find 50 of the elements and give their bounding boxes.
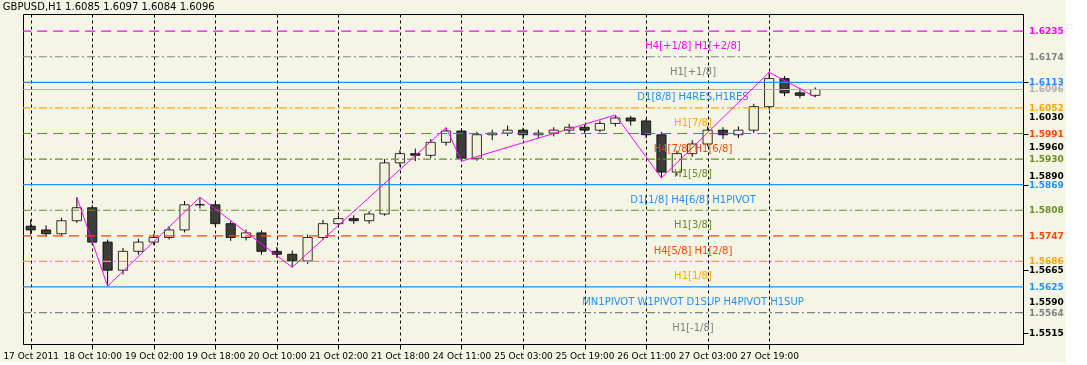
x-tick-label: 26 Oct 11:00 <box>617 350 677 361</box>
x-tick-label: 21 Oct 18:00 <box>371 350 431 361</box>
y-tick-label: 1.5890 <box>1029 170 1064 181</box>
ref-line-label: H1[7/8] <box>674 116 712 128</box>
y-tick-label: 1.6030 <box>1029 112 1064 123</box>
ref-line-label: H4[+1/8] H1[+2/8] <box>645 40 741 52</box>
ref-line-label: H1[+1/8] <box>669 65 717 77</box>
y-tick-label: 1.5515 <box>1029 328 1064 339</box>
y-tick-label: 1.6052 <box>1029 102 1064 113</box>
y-tick-label: 1.5747 <box>1029 230 1064 241</box>
x-tick-label: 25 Oct 19:00 <box>555 350 615 361</box>
x-tick-label: 21 Oct 02:00 <box>309 350 369 361</box>
candlestick <box>425 138 436 159</box>
ref-line-label: H1[1/8] <box>674 270 712 282</box>
candlestick <box>71 196 82 224</box>
ref-line-label: H4[5/8] H1[2/8] <box>653 244 733 256</box>
y-tick-label: 1.5869 <box>1029 179 1064 190</box>
x-tick-label: 19 Oct 02:00 <box>124 350 184 361</box>
x-tick-label: 19 Oct 18:00 <box>186 350 246 361</box>
candlestick <box>117 247 129 275</box>
candlestick <box>748 103 759 134</box>
candlestick <box>194 196 205 210</box>
y-tick-label: 1.6174 <box>1029 51 1064 62</box>
x-tick-label: 25 Oct 03:00 <box>494 350 554 361</box>
ref-line-label: MN1PIVOT W1PIVOT D1SUP H4PIVOT H1SUP <box>582 295 804 307</box>
x-tick-label: 27 Oct 19:00 <box>740 350 800 361</box>
y-tick-label: 1.5686 <box>1029 256 1064 267</box>
y-tick-label: 1.5564 <box>1029 307 1064 318</box>
x-tick-label: 18 Oct 10:00 <box>63 350 123 361</box>
x-tick-label: 27 Oct 03:00 <box>678 350 738 361</box>
chart-title: GBPUSD,H1 1.6085 1.6097 1.6084 1.6096 <box>2 1 215 12</box>
y-tick-label: 1.6235 <box>1029 26 1064 37</box>
y-tick-label: 1.5625 <box>1029 281 1064 292</box>
x-tick-label: 24 Oct 11:00 <box>432 350 492 361</box>
candlestick <box>471 131 482 162</box>
candlestick <box>717 126 729 140</box>
y-tick-label: 1.5590 <box>1029 296 1064 307</box>
ref-line-label: H1[-1/8] <box>672 321 714 333</box>
candlestick <box>41 224 52 238</box>
ref-line-label: D1[1/8] H4[6/8] H1PIVOT <box>630 193 757 205</box>
x-tick-label: 17 Oct 2011 <box>3 350 60 361</box>
y-tick-label: 1.5930 <box>1029 154 1064 165</box>
ref-line-label: H1[3/8] <box>674 219 712 231</box>
candlestick <box>317 219 329 241</box>
y-tick-label: 1.5991 <box>1029 128 1064 139</box>
y-tick-label: 1.5960 <box>1029 141 1064 152</box>
candlestick <box>302 234 313 265</box>
y-tick-label: 1.5665 <box>1029 265 1064 276</box>
y-tick-label: 1.5808 <box>1029 205 1064 216</box>
x-tick-label: 20 Oct 10:00 <box>248 350 307 361</box>
